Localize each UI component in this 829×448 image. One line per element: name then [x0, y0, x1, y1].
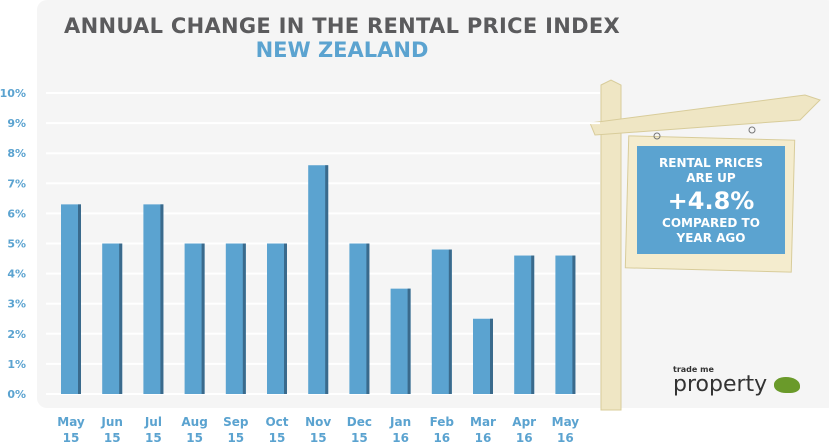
bar-shadow [490, 318, 493, 394]
chart-title: ANNUAL CHANGE IN THE RENTAL PRICE INDEX [64, 14, 620, 38]
bar-shadow [407, 288, 411, 394]
bar [555, 255, 576, 394]
bar [267, 243, 287, 394]
bar [184, 243, 205, 394]
y-tick-label: 10% [0, 87, 26, 100]
y-tick-label: 0% [7, 388, 26, 401]
bar [102, 243, 123, 394]
x-tick-label: 15 [186, 431, 203, 445]
bar [61, 204, 81, 394]
x-tick-label: May [57, 415, 85, 429]
x-tick-label: 15 [269, 431, 286, 445]
y-tick-label: 4% [7, 268, 26, 281]
bar [225, 243, 246, 394]
x-tick-label: Aug [181, 415, 207, 429]
y-tick-label: 3% [7, 298, 26, 311]
x-tick-label: Oct [265, 415, 288, 429]
x-tick-label: Dec [347, 415, 372, 429]
bar [390, 288, 411, 394]
sign-value: +4.8% [667, 187, 755, 215]
sign-line1: RENTAL PRICES [659, 156, 763, 170]
x-tick-label: 15 [63, 431, 80, 445]
bar [431, 249, 452, 394]
y-tick-label: 1% [7, 358, 26, 371]
sign-line2: ARE UP [686, 171, 736, 185]
x-tick-label: 15 [351, 431, 368, 445]
trademe-property-logo: trade me property [673, 365, 801, 397]
y-tick-label: 7% [7, 177, 26, 190]
x-tick-label: Sep [223, 415, 249, 429]
x-tick-label: Nov [305, 415, 331, 429]
bar-shadow [284, 243, 287, 394]
x-tick-label: 15 [310, 431, 327, 445]
logo-main: property [673, 372, 768, 397]
x-tick-label: 16 [516, 431, 533, 445]
x-tick-label: Apr [512, 415, 536, 429]
x-tick-label: Feb [430, 415, 455, 429]
x-tick-label: Jun [100, 415, 123, 429]
y-tick-label: 5% [7, 238, 26, 251]
bar-shadow [78, 204, 81, 394]
y-tick-label: 6% [7, 207, 26, 220]
sign-line4: YEAR AGO [676, 231, 746, 245]
bar [308, 165, 329, 394]
x-tick-label: 16 [557, 431, 574, 445]
kiwi-icon [774, 377, 801, 393]
bar [143, 204, 164, 394]
bar [473, 318, 493, 394]
bar-shadow [448, 249, 452, 394]
bar-shadow [160, 204, 164, 394]
x-tick-label: Jan [389, 415, 411, 429]
bar-shadow [366, 243, 370, 394]
chart-subtitle: NEW ZEALAND [255, 38, 429, 62]
sign-line3: COMPARED TO [662, 216, 760, 230]
x-tick-label: 16 [392, 431, 409, 445]
logo-small: trade me [673, 365, 714, 374]
bar-shadow [531, 255, 535, 394]
bar [514, 255, 535, 394]
bar-shadow [242, 243, 246, 394]
y-tick-label: 9% [7, 117, 26, 130]
x-tick-label: 15 [227, 431, 244, 445]
x-tick-label: 15 [104, 431, 121, 445]
y-tick-label: 2% [7, 328, 26, 341]
x-tick-label: May [552, 415, 580, 429]
bar-shadow [201, 243, 205, 394]
x-tick-label: 16 [475, 431, 492, 445]
bar-shadow [325, 165, 329, 394]
bar-shadow [119, 243, 123, 394]
bar-shadow [572, 255, 576, 394]
bar [349, 243, 370, 394]
x-tick-label: Mar [470, 415, 496, 429]
x-tick-label: 16 [433, 431, 450, 445]
y-tick-label: 8% [7, 147, 26, 160]
x-tick-label: Jul [144, 415, 162, 429]
rental-sign: RENTAL PRICES ARE UP +4.8% COMPARED TO Y… [637, 146, 785, 254]
x-tick-label: 15 [145, 431, 162, 445]
